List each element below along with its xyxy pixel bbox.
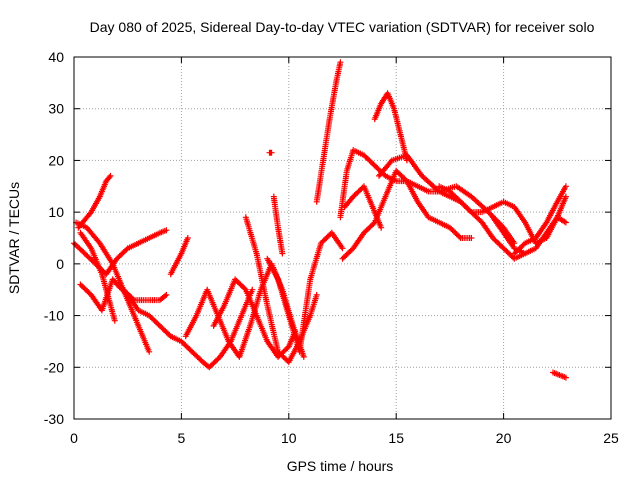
series-track-17: [341, 183, 385, 231]
data-marks: [339, 167, 475, 262]
data-marks: [114, 281, 256, 371]
series-track-10: [210, 276, 299, 360]
x-tick-label: 25: [603, 430, 619, 446]
data-points: [71, 59, 569, 381]
series-track-12: [270, 193, 286, 257]
chart-title: Day 080 of 2025, Sidereal Day-to-day VTE…: [90, 19, 595, 35]
plot-frame: [73, 56, 612, 420]
data-marks: [75, 172, 114, 231]
x-axis-label: GPS time / hours: [287, 458, 394, 474]
data-marks: [489, 214, 569, 257]
series-track-3: [77, 229, 118, 324]
data-marks: [376, 152, 518, 247]
series-track-13: [313, 59, 344, 205]
series-track-23: [266, 149, 275, 156]
y-tick-label: 20: [48, 152, 64, 168]
axis-ticks: 0 5 10 15 20 25 -30 -20 -10 0 10 20 30 40: [44, 49, 619, 446]
y-tick-label: 40: [48, 49, 64, 65]
data-marks: [266, 149, 275, 156]
data-marks: [371, 90, 410, 164]
series-track-18: [376, 152, 518, 247]
series-track-6: [114, 281, 256, 371]
data-marks: [264, 229, 346, 355]
y-tick-label: -10: [44, 308, 64, 324]
data-marks: [167, 235, 191, 278]
data-marks: [341, 183, 385, 231]
series-track-20: [489, 214, 569, 257]
y-tick-label: -30: [44, 411, 64, 427]
series-track-22: [550, 369, 569, 381]
series-track-11: [264, 229, 346, 355]
data-marks: [270, 193, 286, 257]
x-tick-label: 5: [178, 430, 186, 446]
x-tick-label: 20: [496, 430, 512, 446]
data-marks: [313, 59, 344, 205]
data-marks: [511, 183, 569, 257]
data-marks: [77, 229, 118, 324]
y-tick-label: 30: [48, 101, 64, 117]
data-marks: [210, 276, 299, 360]
x-tick-label: 0: [70, 430, 78, 446]
series-track-15: [339, 167, 475, 262]
x-tick-label: 10: [281, 430, 297, 446]
y-tick-label: 0: [56, 256, 64, 272]
x-tick-label: 15: [388, 430, 404, 446]
y-tick-label: 10: [48, 204, 64, 220]
series-track-21: [511, 183, 569, 257]
data-marks: [550, 369, 569, 381]
y-axis-label: SDTVAR / TECUs: [6, 182, 22, 294]
series-track-4: [75, 172, 114, 231]
y-tick-label: -20: [44, 359, 64, 375]
series-track-16: [371, 90, 410, 164]
series-track-7: [167, 235, 191, 278]
